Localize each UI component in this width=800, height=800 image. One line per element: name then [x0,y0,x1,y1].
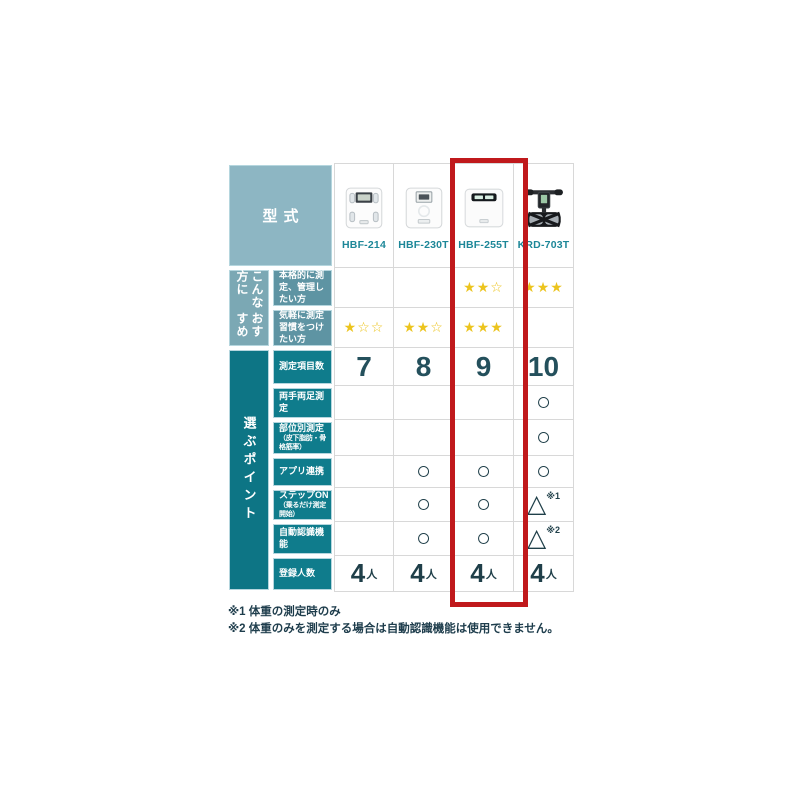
cell-handsfeet-hbf214 [334,386,394,420]
cell-recommend2-hbf255t: ★★★ [454,308,514,348]
product-krd-703t: KRD-703T [514,163,574,268]
cell-app-hbf230t: ○ [394,456,454,488]
cell-recommend1-hbf230t [394,268,454,308]
row-label-step-on: ステップON （乗るだけ測定開始） [271,488,334,522]
cell-recommend2-hbf230t: ★★☆ [394,308,454,348]
cell-items-krd703t: 10 [514,348,574,386]
cell-recommend1-hbf214 [334,268,394,308]
section-label-points: 選ぶポイント [227,348,271,592]
product-hbf-230t: HBF-230T [394,163,454,268]
row-label-casual-habit: 気軽に測定習慣をつけたい方 [271,308,334,348]
footnote-2: ※2 体重のみを測定する場合は自動認識機能は使用できません。 [228,623,559,635]
cell-app-krd703t: ○ [514,456,574,488]
cell-recommend1-krd703t: ★★★ [514,268,574,308]
model-type-header: 型式 [227,163,334,268]
row-label-measurement-items: 測定項目数 [271,348,334,386]
cell-handsfeet-hbf230t [394,386,454,420]
cell-items-hbf214: 7 [334,348,394,386]
cell-handsfeet-krd703t: ○ [514,386,574,420]
cell-auto-krd703t: △ ※2 [514,522,574,556]
product-hbf-214: HBF-214 [334,163,394,268]
model-name: HBF-230T [398,238,449,251]
product-hbf-255t: HBF-255T [454,163,514,268]
model-name: HBF-255T [458,238,509,251]
cell-bodypart-krd703t: ○ [514,420,574,456]
recommend-label-line1: こんな方に [235,270,264,309]
cell-stepon-hbf214 [334,488,394,522]
body-scale-white-icon [401,185,447,236]
cell-auto-hbf214 [334,522,394,556]
cell-bodypart-hbf255t [454,420,514,456]
cell-items-hbf230t: 8 [394,348,454,386]
row-label-app-link: アプリ連携 [271,456,334,488]
row-label-auto-recognition: 自動認識機能 [271,522,334,556]
footnotes: ※1 体重の測定時のみ ※2 体重のみを測定する場合は自動認識機能は使用できませ… [228,604,559,638]
cell-recommend1-hbf255t: ★★☆ [454,268,514,308]
cell-auto-hbf230t: ○ [394,522,454,556]
recommend-label-line2: おすすめ [235,312,264,339]
row-label-registered-users: 登録人数 [271,556,334,592]
model-name: KRD-703T [517,238,570,251]
cell-app-hbf214 [334,456,394,488]
row-label-hands-feet: 両手両足測定 [271,386,334,420]
row-label-serious-measure: 本格的に測定、管理したい方 [271,268,334,308]
cell-stepon-krd703t: △ ※1 [514,488,574,522]
cell-bodypart-hbf214 [334,420,394,456]
body-scale-display-icon [461,185,507,236]
cell-bodypart-hbf230t [394,420,454,456]
points-label: 選ぶポイント [241,416,257,524]
footnote-1: ※1 体重の測定時のみ [228,606,341,618]
comparison-grid: 型式 HBF-214 [227,163,574,592]
model-name: HBF-214 [342,238,386,251]
section-label-recommend: こんな方に おすすめ [227,268,271,348]
body-scale-white-icon [341,185,387,236]
model-type-label: 型式 [262,208,305,225]
cell-recommend2-hbf214: ★☆☆ [334,308,394,348]
cell-stepon-hbf230t: ○ [394,488,454,522]
cell-recommend2-krd703t [514,308,574,348]
comparison-table: 型式 HBF-214 [227,158,574,607]
cell-auto-hbf255t: ○ [454,522,514,556]
cell-handsfeet-hbf255t [454,386,514,420]
cell-stepon-hbf255t: ○ [454,488,514,522]
cell-items-hbf255t: 9 [454,348,514,386]
row-label-body-part: 部位別測定 （皮下脂肪・骨格筋率） [271,420,334,456]
cell-app-hbf255t: ○ [454,456,514,488]
body-scale-handle-icon [521,185,567,236]
